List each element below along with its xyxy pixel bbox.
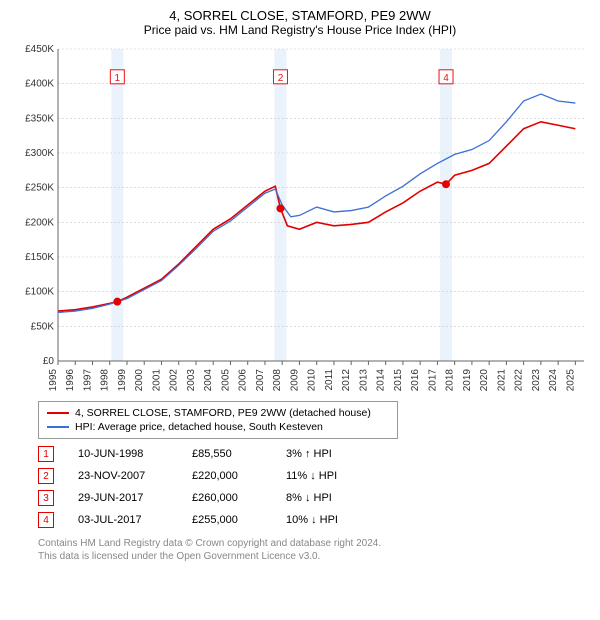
svg-text:2014: 2014	[376, 369, 387, 392]
sale-date: 03-JUL-2017	[78, 514, 168, 526]
svg-text:1: 1	[115, 73, 121, 84]
svg-text:£0: £0	[43, 356, 55, 367]
legend-label: 4, SORREL CLOSE, STAMFORD, PE9 2WW (deta…	[75, 407, 371, 419]
sale-price: £260,000	[192, 492, 262, 504]
svg-text:2016: 2016	[410, 369, 421, 392]
sale-price: £220,000	[192, 470, 262, 482]
sale-diff: 8% ↓ HPI	[286, 492, 376, 504]
legend-label: HPI: Average price, detached house, Sout…	[75, 421, 323, 433]
svg-text:2007: 2007	[255, 369, 266, 392]
svg-text:2002: 2002	[169, 369, 180, 392]
sale-price: £85,550	[192, 448, 262, 460]
sale-price: £255,000	[192, 514, 262, 526]
svg-text:2000: 2000	[134, 369, 145, 392]
sales-table: 1 10-JUN-1998 £85,550 3% ↑ HPI 2 23-NOV-2007 £…	[38, 443, 590, 531]
svg-text:£450K: £450K	[25, 45, 54, 55]
svg-text:1998: 1998	[100, 369, 111, 392]
sales-row: 1 10-JUN-1998 £85,550 3% ↑ HPI	[38, 443, 590, 465]
sale-marker: 1	[38, 446, 54, 462]
svg-text:2018: 2018	[445, 369, 456, 392]
sale-diff: 11% ↓ HPI	[286, 470, 376, 482]
svg-text:2004: 2004	[203, 369, 214, 392]
svg-text:2: 2	[278, 73, 284, 84]
sale-marker: 2	[38, 468, 54, 484]
legend-item: HPI: Average price, detached house, Sout…	[47, 420, 389, 434]
svg-text:2024: 2024	[548, 369, 559, 392]
svg-text:2022: 2022	[514, 369, 525, 392]
sale-date: 29-JUN-2017	[78, 492, 168, 504]
chart-svg: £0 £50K £100K £150K £200K £250K £300K £350K £400…	[10, 45, 590, 395]
sale-diff: 3% ↑ HPI	[286, 448, 376, 460]
legend-box: 4, SORREL CLOSE, STAMFORD, PE9 2WW (deta…	[38, 401, 398, 439]
sale-date: 10-JUN-1998	[78, 448, 168, 460]
svg-text:2005: 2005	[220, 369, 231, 392]
svg-text:2021: 2021	[496, 369, 507, 392]
svg-text:£350K: £350K	[25, 113, 54, 124]
footer-line-2: This data is licensed under the Open Gov…	[38, 550, 590, 563]
svg-text:2023: 2023	[531, 369, 542, 392]
footer-attribution: Contains HM Land Registry data © Crown c…	[38, 537, 590, 563]
svg-text:2006: 2006	[238, 369, 249, 392]
chart-title: 4, SORREL CLOSE, STAMFORD, PE9 2WW	[10, 8, 590, 23]
sale-date: 23-NOV-2007	[78, 470, 168, 482]
svg-text:£100K: £100K	[25, 287, 54, 298]
svg-text:1995: 1995	[48, 369, 59, 392]
sales-row: 3 29-JUN-2017 £260,000 8% ↓ HPI	[38, 487, 590, 509]
svg-text:2015: 2015	[393, 369, 404, 392]
legend-item: 4, SORREL CLOSE, STAMFORD, PE9 2WW (deta…	[47, 406, 389, 420]
svg-text:2012: 2012	[341, 369, 352, 392]
svg-text:2020: 2020	[479, 369, 490, 392]
svg-text:2025: 2025	[565, 369, 576, 392]
svg-text:2009: 2009	[289, 369, 300, 392]
svg-text:2017: 2017	[427, 369, 438, 392]
svg-text:£150K: £150K	[25, 252, 54, 263]
svg-text:2010: 2010	[307, 369, 318, 392]
chart-subtitle: Price paid vs. HM Land Registry's House …	[10, 23, 590, 37]
svg-text:£200K: £200K	[25, 217, 54, 228]
footer-line-1: Contains HM Land Registry data © Crown c…	[38, 537, 590, 550]
sale-marker: 3	[38, 490, 54, 506]
chart-area: £0 £50K £100K £150K £200K £250K £300K £350K £400…	[10, 45, 590, 395]
svg-text:2001: 2001	[151, 369, 162, 392]
svg-text:1997: 1997	[82, 369, 93, 392]
svg-text:2008: 2008	[272, 369, 283, 392]
svg-text:4: 4	[443, 73, 449, 84]
svg-text:£300K: £300K	[25, 148, 54, 159]
svg-text:£50K: £50K	[31, 321, 55, 332]
svg-text:1999: 1999	[117, 369, 128, 392]
sale-marker: 4	[38, 512, 54, 528]
legend-swatch	[47, 426, 69, 428]
svg-text:£400K: £400K	[25, 79, 54, 90]
chart-container: 4, SORREL CLOSE, STAMFORD, PE9 2WW Price…	[0, 0, 600, 571]
svg-text:£250K: £250K	[25, 183, 54, 194]
sale-diff: 10% ↓ HPI	[286, 514, 376, 526]
svg-text:2011: 2011	[324, 369, 335, 391]
svg-text:2013: 2013	[358, 369, 369, 392]
svg-text:2003: 2003	[186, 369, 197, 392]
svg-text:2019: 2019	[462, 369, 473, 392]
sales-row: 4 03-JUL-2017 £255,000 10% ↓ HPI	[38, 509, 590, 531]
legend-swatch	[47, 412, 69, 414]
svg-text:1996: 1996	[65, 369, 76, 392]
sales-row: 2 23-NOV-2007 £220,000 11% ↓ HPI	[38, 465, 590, 487]
